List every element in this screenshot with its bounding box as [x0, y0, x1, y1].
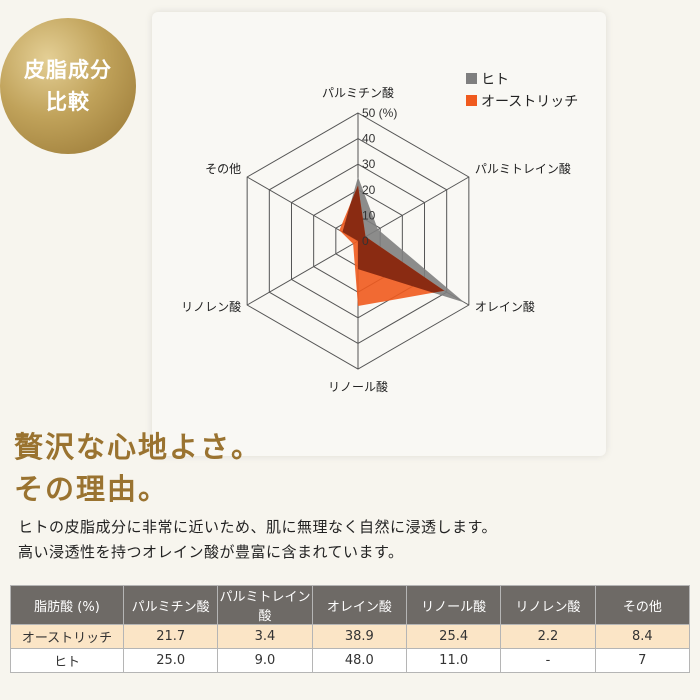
table-cell: 3.4 [217, 624, 313, 649]
table-cell: - [500, 648, 596, 673]
table-cell: 2.2 [500, 624, 596, 649]
axis-label: パルミチン酸 [322, 85, 394, 100]
table-header: オレイン酸 [311, 585, 407, 625]
legend-swatch [466, 95, 477, 106]
badge-line2: 比較 [46, 90, 90, 114]
legend-label: ヒト [481, 72, 509, 88]
tick-label: 50 (%) [362, 106, 397, 120]
axis-label: リノール酸 [328, 379, 388, 394]
tick-label: 0 [362, 234, 369, 248]
tick-label: 20 [362, 183, 376, 197]
badge-line1: 皮脂成分 [24, 58, 112, 82]
tick-label: 30 [362, 157, 376, 171]
table-cell: 25.0 [122, 648, 219, 673]
table-cell: 38.9 [311, 624, 407, 649]
table-cell: 7 [594, 648, 691, 673]
radar-series [339, 177, 465, 307]
axis-label: パルミトレイン酸 [475, 161, 571, 176]
fatty-acid-table: 脂肪酸 (%) パルミチン酸 パルミトレイン酸 オレイン酸 リノール酸 リノレン… [10, 585, 691, 673]
table-header: リノレン酸 [500, 585, 596, 625]
table-header: 脂肪酸 (%) [10, 585, 124, 625]
radar-tick-labels: 0 10 20 30 40 50 (%) [362, 106, 397, 248]
legend-swatch [466, 73, 477, 84]
grid-spoke [246, 240, 359, 306]
description-line1: ヒトの皮脂成分に非常に近いため、肌に無理なく自然に浸透します。 [18, 518, 498, 536]
table-header-row: 脂肪酸 (%) パルミチン酸 パルミトレイン酸 オレイン酸 リノール酸 リノレン… [10, 585, 691, 625]
table-header: パルミトレイン酸 [217, 585, 313, 625]
table-cell: 48.0 [311, 648, 407, 673]
table-cell: オーストリッチ [10, 624, 124, 649]
table-header: リノール酸 [405, 585, 502, 625]
table-cell: 9.0 [217, 648, 313, 673]
table-cell: ヒト [10, 648, 124, 673]
comparison-badge: 皮脂成分 比較 [0, 18, 136, 154]
table-header: パルミチン酸 [122, 585, 219, 625]
legend-label: オーストリッチ [481, 94, 578, 110]
tick-label: 10 [362, 208, 376, 222]
table-cell: 21.7 [122, 624, 219, 649]
headline-line1: 贅沢な心地よさ。 [14, 430, 263, 464]
tick-label: 40 [362, 132, 376, 146]
table-row: ヒト 25.0 9.0 48.0 11.0 - 7 [10, 648, 691, 673]
table-cell: 11.0 [405, 648, 502, 673]
table-row: オーストリッチ 21.7 3.4 38.9 25.4 2.2 8.4 [10, 624, 691, 649]
table-cell: 8.4 [594, 624, 691, 649]
axis-label: リノレン酸 [181, 299, 241, 314]
axis-label: オレイン酸 [475, 299, 535, 314]
headline-line2: その理由。 [14, 472, 170, 506]
table-cell: 25.4 [405, 624, 502, 649]
table-header: その他 [594, 585, 691, 625]
axis-label: その他 [205, 162, 241, 176]
description-line2: 高い浸透性を持つオレイン酸が豊富に含まれています。 [18, 543, 404, 561]
